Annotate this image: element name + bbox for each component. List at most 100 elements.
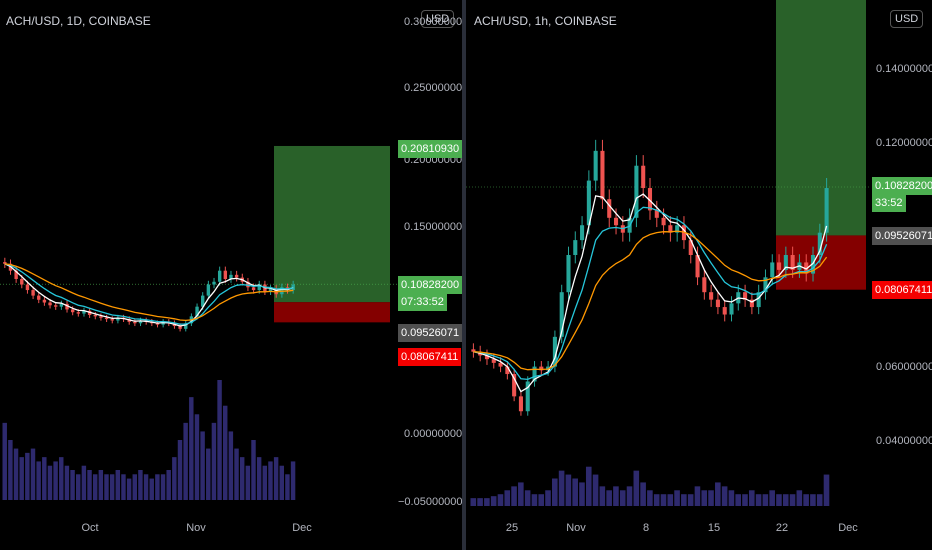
right-candle-body — [559, 292, 564, 337]
left-ytick-0.00: 0.00000000 — [404, 428, 462, 440]
right-volume-bar — [524, 490, 531, 506]
left-candle-body — [65, 303, 69, 310]
right-candle-body — [743, 292, 748, 300]
right-volume-bar — [619, 490, 626, 506]
right-volume-bar — [538, 494, 545, 506]
right-candle-body — [641, 165, 646, 189]
left-volume-bar — [87, 470, 92, 500]
right-volume-bar — [565, 474, 572, 506]
left-entry-price-tag: 0.09526071 — [398, 324, 462, 342]
right-candle-body — [580, 225, 585, 241]
right-volume-bar — [748, 490, 755, 506]
right-chart-pane[interactable]: ACH/USD, 1h, COINBASE USD 0.14000000 0.1… — [466, 0, 932, 550]
right-profit-zone — [776, 0, 866, 236]
right-ytick-0.14: 0.14000000 — [876, 63, 932, 75]
right-candle-body — [688, 240, 693, 255]
left-chart-pane[interactable]: ACH/USD, 1D, COINBASE USD 0.30000000 0.2… — [0, 0, 462, 550]
left-countdown-tag: 07:33:52 — [398, 293, 447, 311]
right-candle-body — [573, 240, 578, 255]
left-volume-bar — [53, 461, 58, 500]
left-currency-badge[interactable]: USD — [421, 10, 455, 28]
right-chart-canvas[interactable] — [466, 0, 932, 550]
left-ytick-0.25: 0.25000000 — [404, 82, 462, 94]
right-countdown-tag: 33:52 — [872, 194, 906, 212]
right-volume-bar — [708, 490, 714, 506]
right-candle-body — [715, 299, 720, 308]
right-candle-body — [770, 262, 775, 278]
right-volume-bar — [755, 494, 762, 506]
left-volume-bar — [92, 474, 98, 500]
left-candle-body — [99, 316, 103, 318]
right-xtick-dec: Dec — [838, 522, 858, 534]
left-volume-bar — [98, 470, 104, 500]
left-volume-bar — [109, 474, 115, 500]
left-candle-body — [257, 284, 261, 291]
left-candle-body — [31, 290, 35, 296]
right-volume-bar — [552, 478, 558, 506]
left-candle-body — [161, 321, 165, 325]
left-candle-body — [116, 317, 120, 321]
right-candle-body — [756, 292, 761, 308]
right-candle-body — [647, 188, 653, 211]
right-volume-bar — [511, 486, 517, 506]
left-volume-bar — [177, 440, 183, 500]
left-volume-bar — [47, 465, 53, 500]
left-volume-bar — [223, 405, 228, 500]
left-ytick-neg0.05: −0.05000000 — [398, 496, 462, 508]
left-chart-title: ACH/USD, 1D, COINBASE — [6, 14, 151, 28]
right-ytick-0.04: 0.04000000 — [876, 435, 932, 447]
left-volume-bar — [160, 474, 166, 500]
right-volume-bar — [721, 486, 728, 506]
right-candle-body — [804, 262, 809, 274]
right-volume-bar — [504, 490, 511, 506]
left-volume-bar — [13, 448, 19, 500]
left-volume-bar — [211, 422, 217, 500]
left-volume-bar — [200, 431, 205, 500]
right-volume-bar — [816, 494, 823, 506]
left-volume-bar — [132, 474, 137, 500]
right-candle-body — [817, 232, 822, 255]
pane-divider[interactable] — [462, 0, 466, 550]
right-volume-bar — [585, 466, 592, 506]
left-loss-zone — [274, 302, 390, 323]
right-volume-bar — [558, 470, 565, 506]
right-ytick-0.06: 0.06000000 — [876, 361, 932, 373]
right-currency-badge[interactable]: USD — [890, 10, 924, 28]
right-volume-bar — [653, 494, 660, 506]
left-target-price-tag: 0.20810930 — [398, 140, 462, 158]
left-chart-canvas[interactable] — [0, 0, 462, 550]
left-ytick-0.30: 0.30000000 — [404, 16, 462, 28]
right-candle-body — [777, 262, 782, 270]
right-volume-bar — [674, 490, 680, 506]
left-candle-body — [201, 295, 205, 307]
left-candle-body — [251, 287, 256, 291]
right-candle-body — [783, 255, 788, 270]
left-candle-body — [104, 317, 109, 320]
right-candle-body — [654, 210, 659, 218]
left-volume-bar — [256, 457, 262, 500]
left-candle-body — [110, 319, 114, 321]
left-candle-body — [59, 303, 64, 307]
left-volume-bar — [245, 465, 251, 500]
right-volume-bar — [810, 494, 816, 506]
right-volume-bar — [762, 494, 769, 506]
right-ema-slow-line — [473, 230, 828, 371]
left-volume-bar — [262, 465, 268, 500]
right-volume-bar — [599, 486, 606, 506]
left-volume-bar — [104, 474, 109, 500]
left-candle-body — [133, 321, 137, 324]
left-volume-bar — [234, 448, 239, 500]
left-volume-bar — [228, 431, 234, 500]
left-candle-body — [3, 262, 7, 264]
right-volume-bar — [694, 486, 701, 506]
left-ema-mid-line — [4, 263, 294, 325]
right-ytick-0.12: 0.12000000 — [876, 137, 932, 149]
left-profit-zone — [274, 145, 390, 303]
left-xtick-nov: Nov — [186, 522, 206, 534]
left-volume-bar — [268, 461, 273, 500]
right-volume-bar — [742, 494, 748, 506]
right-volume-bar — [701, 490, 708, 506]
left-candle-body — [20, 278, 24, 285]
left-volume-bar — [194, 414, 200, 500]
left-volume-bar — [25, 452, 30, 500]
